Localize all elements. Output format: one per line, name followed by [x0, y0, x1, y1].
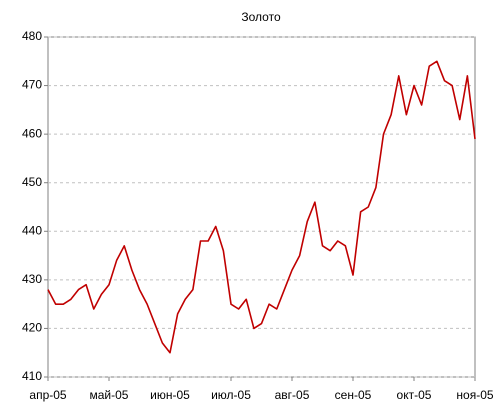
x-tick-label: авг-05	[275, 388, 310, 402]
chart-title: Золото	[241, 10, 281, 24]
x-tick-label: ноя-05	[456, 388, 493, 402]
y-tick-label: 420	[22, 321, 42, 335]
y-tick-label: 410	[22, 369, 42, 383]
y-tick-label: 450	[22, 175, 42, 189]
x-tick-label: окт-05	[397, 388, 432, 402]
x-tick-label: май-05	[90, 388, 129, 402]
x-tick-label: июн-05	[150, 388, 190, 402]
series-line	[47, 60, 476, 354]
y-tick-label: 460	[22, 126, 42, 140]
y-tick-label: 440	[22, 223, 42, 237]
y-tick-label: 480	[22, 29, 42, 43]
x-tick-label: апр-05	[29, 388, 67, 402]
y-tick-label: 470	[22, 78, 42, 92]
plot-frame	[47, 36, 476, 378]
y-tick-label: 430	[22, 272, 42, 286]
x-tick-label: сен-05	[335, 388, 372, 402]
x-tick-label: июл-05	[211, 388, 251, 402]
